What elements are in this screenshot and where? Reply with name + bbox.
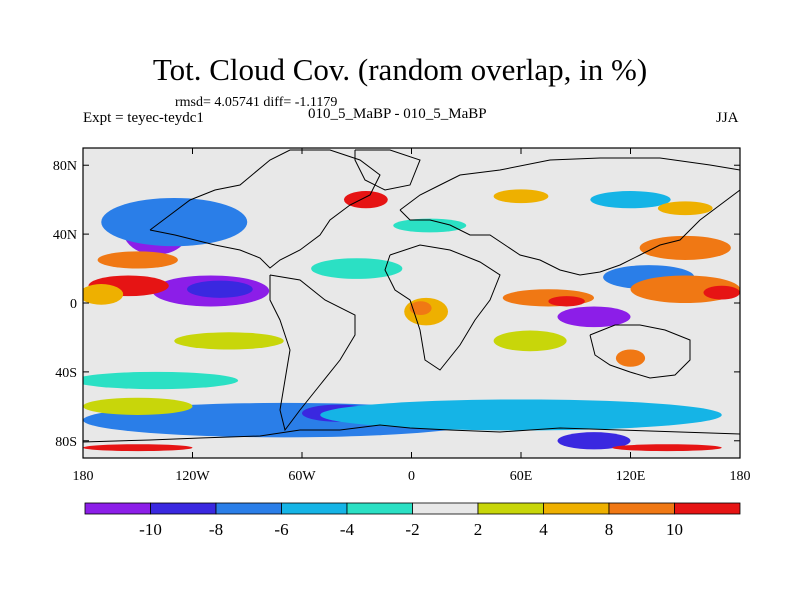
colorbar-swatch-3 [215,502,282,515]
colorbar-label: -2 [405,520,419,539]
colorbar-label: -8 [209,520,223,539]
anomaly-region-18 [409,301,432,316]
coastline-australia [589,324,691,379]
colorbar-swatch-10 [674,502,741,515]
lat-tick-label: 40N [53,228,77,243]
anomaly-region-28 [657,201,713,216]
experiment-names: 010_5_MaBP - 010_5_MaBP [308,106,487,122]
colorbar-label: 2 [474,520,483,539]
lon-tick-label: 0 [408,469,415,484]
anomaly-region-29 [343,191,388,209]
map-panel: 180 120W 60W 0 60E 120E 180 80N 40N 0 40S 80S [53,147,751,484]
coastline-africa [384,244,501,371]
anomaly-region-21 [493,330,567,352]
lon-tick-label: 180 [730,469,751,484]
colorbar-swatch-4 [281,502,348,515]
lat-tick-label: 0 [70,297,77,312]
lat-tick-label: 80N [53,159,77,174]
colorbar-label: -6 [274,520,288,539]
season-label: JJA [716,110,739,126]
colorbar-swatch-8 [543,502,610,515]
anomaly-region-2 [187,280,253,298]
colorbar-swatch-1 [84,502,151,515]
anomaly-region-7 [97,251,178,269]
lon-tick-label: 60E [510,469,533,484]
anomaly-region-31 [311,258,403,279]
colorbar-label: 4 [539,520,548,539]
coastline-antarctica [83,424,740,443]
coastline-outlines [83,149,740,443]
anomaly-region-27 [590,191,671,209]
experiment-label: Expt = teyec-teydc1 [83,110,204,126]
anomaly-region-5 [101,197,248,247]
latitude-axis: 80N 40N 0 40S 80S [53,159,740,450]
colorbar-swatch-5 [346,502,413,515]
anomaly-region-13 [557,432,631,450]
colorbar-label: 10 [666,520,683,539]
coastline-south-america [269,274,356,432]
colorbar-label: -10 [139,520,162,539]
colorbar: -10 -8 -6 -4 -2 2 4 8 10 [84,502,741,539]
coastline-greenland [354,149,421,191]
anomaly-region-34 [83,397,193,415]
lon-tick-label: 120E [616,469,646,484]
anomaly-region-26 [639,235,731,260]
anomaly-region-25 [703,285,740,300]
lon-tick-label: 120W [175,469,210,484]
anomaly-region-9 [83,371,239,390]
lon-tick-label: 180 [73,469,94,484]
colorbar-swatch-2 [150,502,217,515]
anomaly-region-20 [548,296,585,307]
anomaly-region-15 [612,444,722,452]
statistics-label: rmsd= 4.05741 diff= -1.1179 [175,95,338,110]
coastline-north-america [149,149,381,269]
anomaly-region-30 [493,189,549,204]
anomaly-region-32 [393,218,467,233]
anomaly-region-22 [557,306,631,328]
chart-title: Tot. Cloud Cov. (random overlap, in %) [152,52,648,87]
lat-tick-label: 80S [55,435,77,450]
colorbar-swatch-7 [477,502,544,515]
colorbar-swatch-6 [412,502,479,515]
anomaly-region-12 [320,399,722,431]
anomaly-region-14 [83,444,193,452]
colorbar-label: -4 [340,520,355,539]
longitude-axis: 180 120W 60W 0 60E 120E 180 [73,148,751,484]
lat-tick-label: 40S [55,366,77,381]
cloud-anomaly-field [83,189,740,452]
anomaly-region-16 [174,332,284,350]
lon-tick-label: 60W [288,469,316,484]
anomaly-region-8 [83,284,124,305]
anomaly-region-33 [615,349,646,367]
colorbar-label: 8 [605,520,614,539]
colorbar-swatch-9 [608,502,675,515]
coastline-eurasia [399,157,740,276]
